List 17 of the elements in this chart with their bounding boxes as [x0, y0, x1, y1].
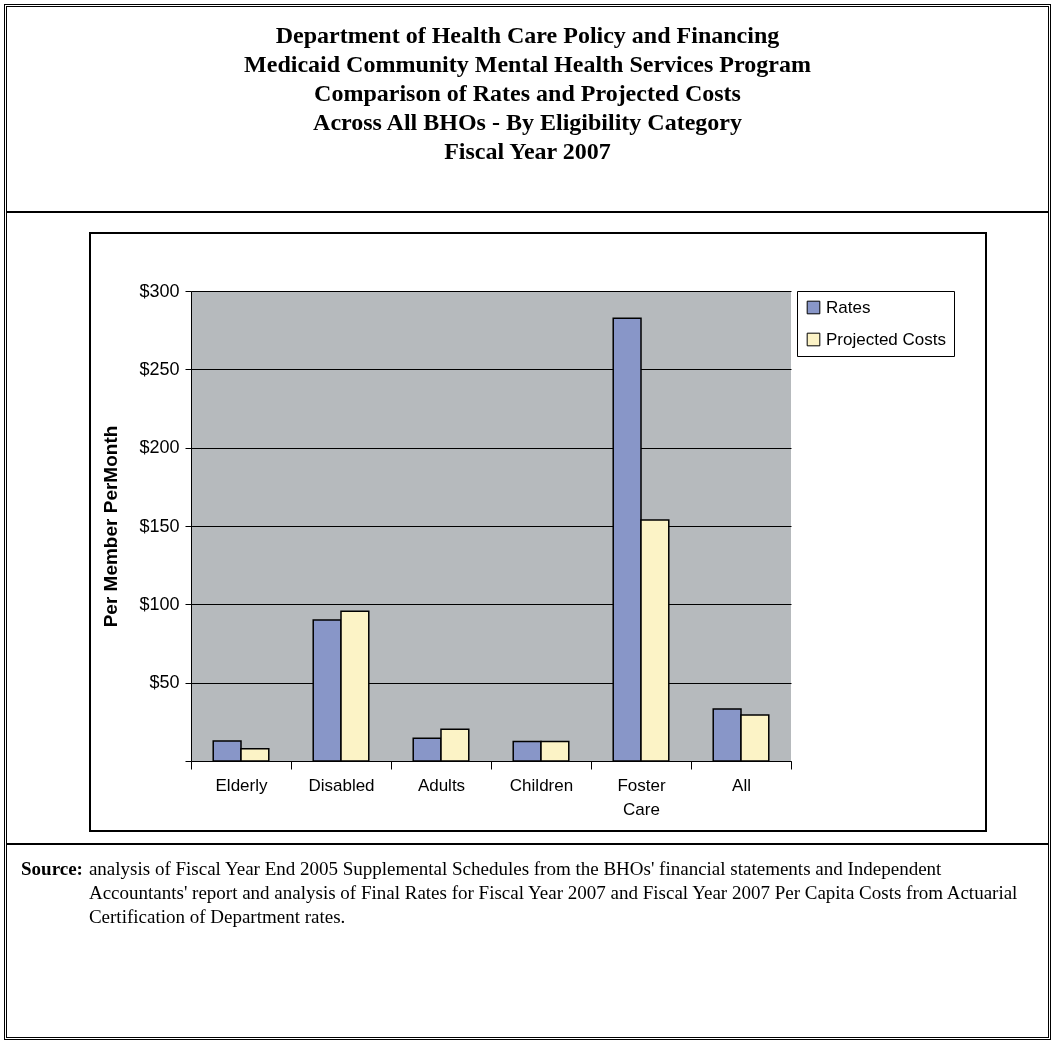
legend-label: Projected Costs — [826, 329, 946, 349]
x-tick-label: Children — [509, 775, 574, 795]
source-note: Source: analysis of Fiscal Year End 2005 Supplemental Schedules from the BHOs' financial statements and Independent Accountants' report and analysis of Final Rates for Fiscal Year 2007 and Fiscal Year 2007 Per Capita Costs from Actuarial Certification of Department rates. — [21, 857, 1019, 929]
x-tick-label: All — [732, 775, 751, 795]
y-tick-label: $200 — [139, 437, 180, 458]
y-tick-label: $100 — [139, 593, 180, 614]
y-tick-label: $150 — [139, 515, 180, 536]
x-tick-label: Foster Care — [617, 775, 666, 819]
legend-label: Rates — [826, 297, 871, 317]
y-tick-label: $50 — [149, 672, 180, 693]
y-axis-title: Per Member PerMonth — [100, 425, 122, 628]
y-tick-label: $300 — [139, 280, 180, 301]
x-tick-label: Adults — [417, 775, 466, 795]
y-tick-label: $250 — [139, 358, 180, 379]
chart-title: Department of Health Care Policy and Financing Medicaid Community Mental Health Services Program Comparison of Rates and Projected Costs Across All BHOs - By Eligibility Category Fiscal Year 2007 — [7, 7, 1048, 213]
x-tick-label: Disabled — [308, 775, 375, 795]
x-tick-label: Elderly — [215, 775, 268, 795]
